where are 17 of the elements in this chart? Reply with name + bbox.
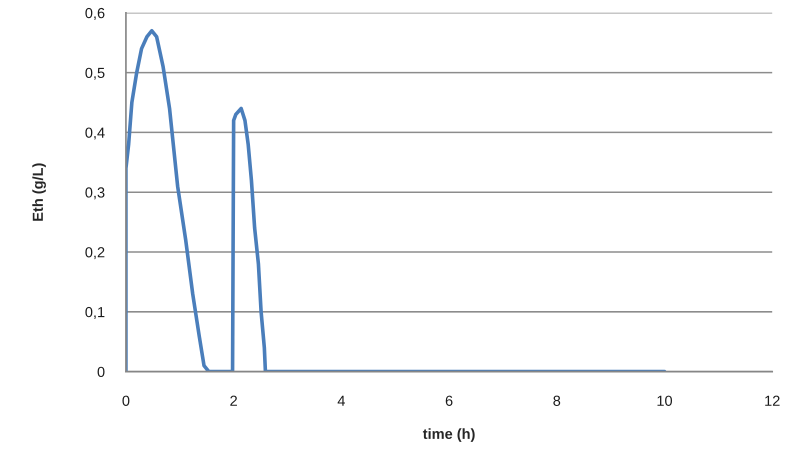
x-tick-label: 6 [446, 396, 452, 406]
y-axis-title: Eth (g/L) [32, 163, 46, 221]
line-series [126, 28, 666, 372]
y-tick-label: 0,5 [85, 68, 104, 80]
x-axis-title: time (h) [422, 428, 475, 442]
x-tick-label: 0 [122, 396, 130, 406]
y-tick-label: 0,4 [85, 128, 105, 140]
x-tick-label: 12 [765, 396, 780, 406]
x-tick-label: 4 [338, 396, 345, 406]
x-tick-label: 8 [553, 396, 560, 406]
y-tick-label: 0,2 [85, 247, 104, 260]
y-tick-label: 0,6 [85, 8, 104, 20]
x-tick-label: 2 [230, 396, 237, 406]
y-tick-label: 0,3 [85, 187, 104, 200]
y-tick-label: 0 [98, 366, 105, 378]
y-tick-label: 0,1 [85, 306, 104, 319]
x-tick-label: 10 [657, 396, 672, 406]
